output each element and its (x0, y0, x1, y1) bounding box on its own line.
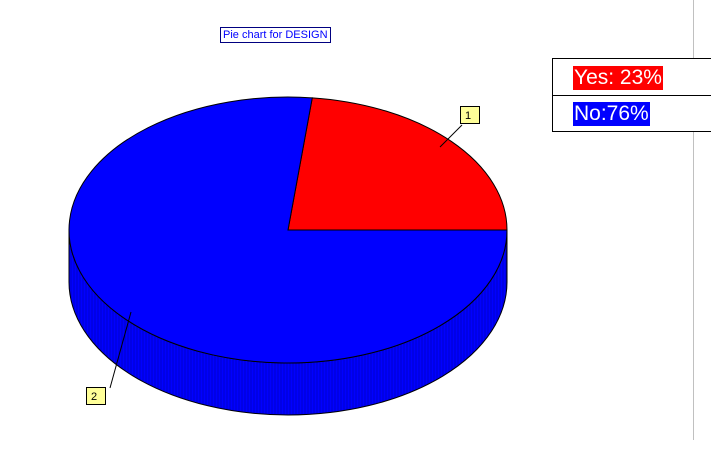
legend-entry-no: No:76% (553, 95, 711, 131)
leader-line-2 (109, 311, 132, 389)
pie-slice-2 (68, 96, 508, 364)
legend-label-yes: Yes: 23% (573, 66, 663, 90)
frame-divider (693, 0, 694, 440)
slice-label-2: 2 (86, 387, 106, 405)
legend-entry-yes: Yes: 23% (553, 59, 711, 96)
pie-side-hatch (70, 242, 507, 415)
chart-title: Pie chart for DESIGN (220, 27, 331, 43)
slice-label-1: 1 (460, 106, 480, 124)
chart-legend: Yes: 23% No:76% (552, 58, 711, 132)
pie-slice-1 (287, 97, 508, 231)
legend-label-no: No:76% (573, 102, 650, 126)
leader-line-1 (439, 124, 463, 148)
